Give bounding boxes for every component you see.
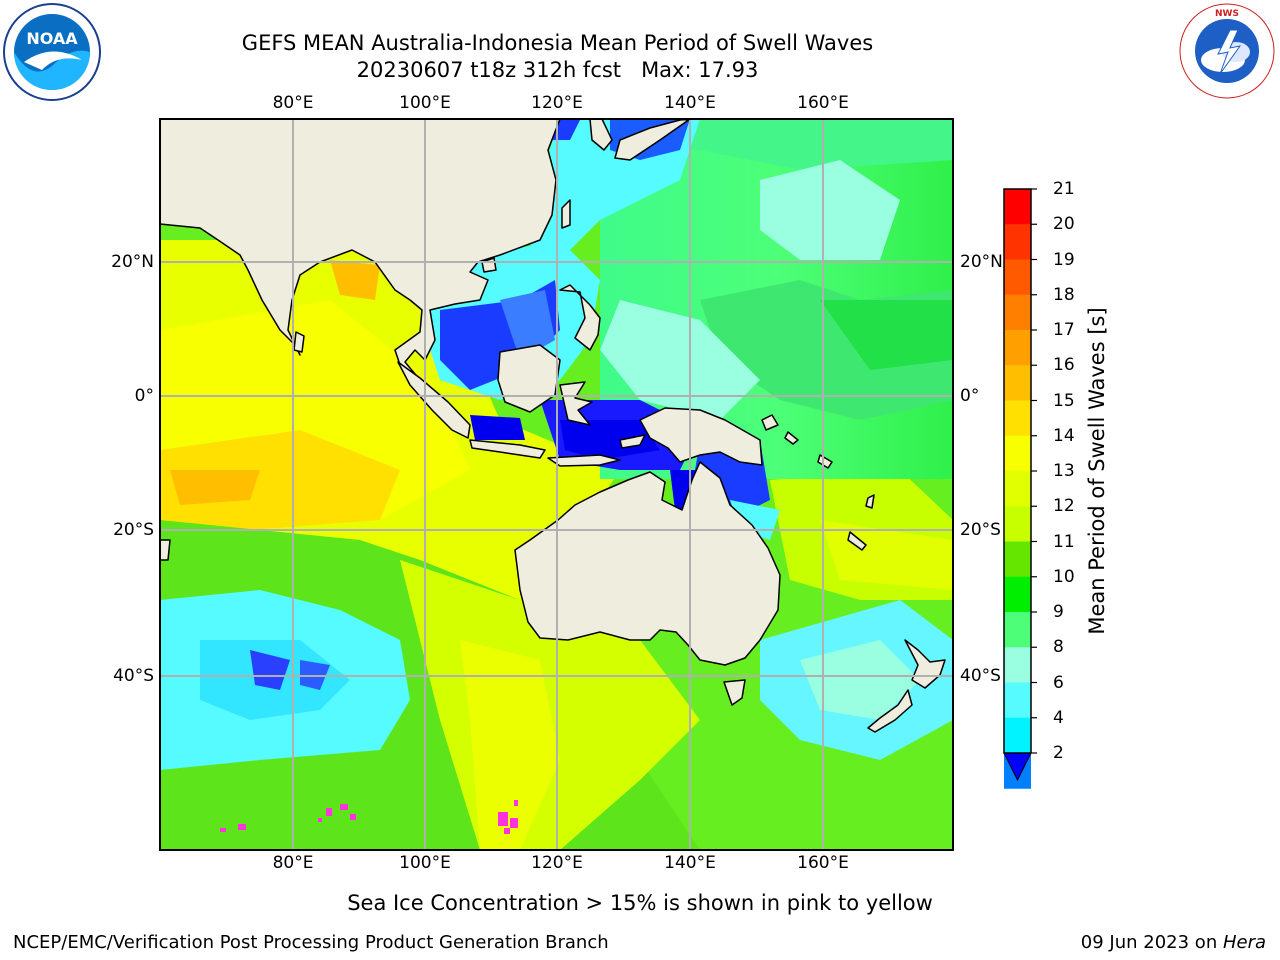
colorbar-tick-label: 9 <box>1053 602 1064 622</box>
colorbar-tick-label: 16 <box>1053 355 1075 376</box>
colorbar-swatch <box>1004 224 1031 260</box>
sea-ice-note: Sea Ice Concentration > 15% is shown in … <box>347 891 933 915</box>
colorbar-swatch <box>1004 682 1031 719</box>
sea-ice-patches <box>220 800 518 834</box>
lon-tick-bottom-80: 80°E <box>272 853 314 873</box>
colorbar-swatch <box>1004 612 1031 648</box>
noaa-logo-icon: NOAA <box>2 2 102 102</box>
colorbar-swatch <box>1004 365 1031 401</box>
lat-tick-left-20s: 20°S <box>113 520 154 540</box>
colorbar-swatch <box>1004 717 1031 754</box>
colorbar-tick-label: 10 <box>1053 566 1075 587</box>
credit-text: NCEP/EMC/Verification Post Processing Pr… <box>13 932 609 953</box>
lat-tick-right-20s: 20°S <box>960 520 1001 540</box>
colorbar-tick-label: 13 <box>1053 461 1075 481</box>
colorbar-swatch <box>1004 541 1031 578</box>
graticule <box>160 119 953 850</box>
lat-tick-left-40s: 40°S <box>113 666 154 686</box>
colorbar-tick-label: 20 <box>1053 214 1075 235</box>
lon-tick-top-120: 120°E <box>531 93 583 113</box>
lon-tick-bottom-120: 120°E <box>531 853 583 873</box>
colorbar-tick-label: 21 <box>1053 179 1075 199</box>
svg-text:NWS: NWS <box>1215 9 1239 19</box>
land-masses <box>160 119 946 733</box>
lat-tick-left-20n: 20°N <box>111 252 154 272</box>
colorbar-swatch <box>1004 435 1031 472</box>
colorbar-tick-label: 12 <box>1053 496 1075 517</box>
colorbar-tick-label: 4 <box>1053 707 1064 728</box>
colorbar-swatch <box>1004 189 1031 225</box>
colorbar-swatch <box>1004 400 1031 437</box>
map-title: GEFS MEAN Australia-Indonesia Mean Perio… <box>241 31 874 55</box>
colorbar-swatch <box>1004 471 1031 507</box>
lon-tick-top-80: 80°E <box>272 93 314 113</box>
lon-tick-top-140: 140°E <box>664 93 716 113</box>
colorbar-tick-label: 14 <box>1053 425 1075 446</box>
colorbar-tick-label: 19 <box>1053 249 1075 270</box>
colorbar-swatch <box>1004 647 1031 683</box>
lon-tick-top-100: 100°E <box>399 93 451 113</box>
map-frame <box>159 118 954 851</box>
map-subtitle: 20230607 t18z 312h fcst Max: 17.93 <box>356 58 759 82</box>
lon-tick-top-160: 160°E <box>797 93 849 113</box>
lon-tick-bottom-100: 100°E <box>399 853 451 873</box>
noaa-logo-text: NOAA <box>26 29 78 48</box>
colorbar-swatch <box>1004 259 1031 296</box>
colorbar <box>1003 188 1037 789</box>
colorbar-swatch <box>1004 294 1031 331</box>
lon-tick-bottom-140: 140°E <box>664 853 716 873</box>
colorbar-tick-label: 11 <box>1053 531 1075 552</box>
colorbar-swatch <box>1004 330 1031 366</box>
colorbar-tick-label: 18 <box>1053 284 1075 305</box>
colorbar-tick-label: 15 <box>1053 390 1075 411</box>
lat-tick-right-20n: 20°N <box>960 252 1003 272</box>
host-text: Hera <box>1222 932 1266 953</box>
colorbar-label: Mean Period of Swell Waves [s] <box>1085 307 1109 635</box>
lat-tick-left-0: 0° <box>134 386 154 406</box>
colorbar-swatch <box>1004 576 1031 613</box>
colorbar-swatch <box>1004 506 1031 542</box>
national-weather-service-logo-icon: NWS <box>1178 2 1276 100</box>
date-text: 09 Jun 2023 on <box>1080 932 1223 953</box>
lon-tick-bottom-160: 160°E <box>797 853 849 873</box>
lat-tick-right-40s: 40°S <box>960 666 1001 686</box>
colorbar-tick-label: 6 <box>1053 672 1064 693</box>
date-stamp: 09 Jun 2023 on Hera <box>1081 932 1266 953</box>
lat-tick-right-0: 0° <box>960 386 980 406</box>
colorbar-tick-label: 8 <box>1053 637 1064 658</box>
colorbar-tick-label: 17 <box>1053 320 1075 340</box>
colorbar-tick-label: 2 <box>1053 743 1064 763</box>
